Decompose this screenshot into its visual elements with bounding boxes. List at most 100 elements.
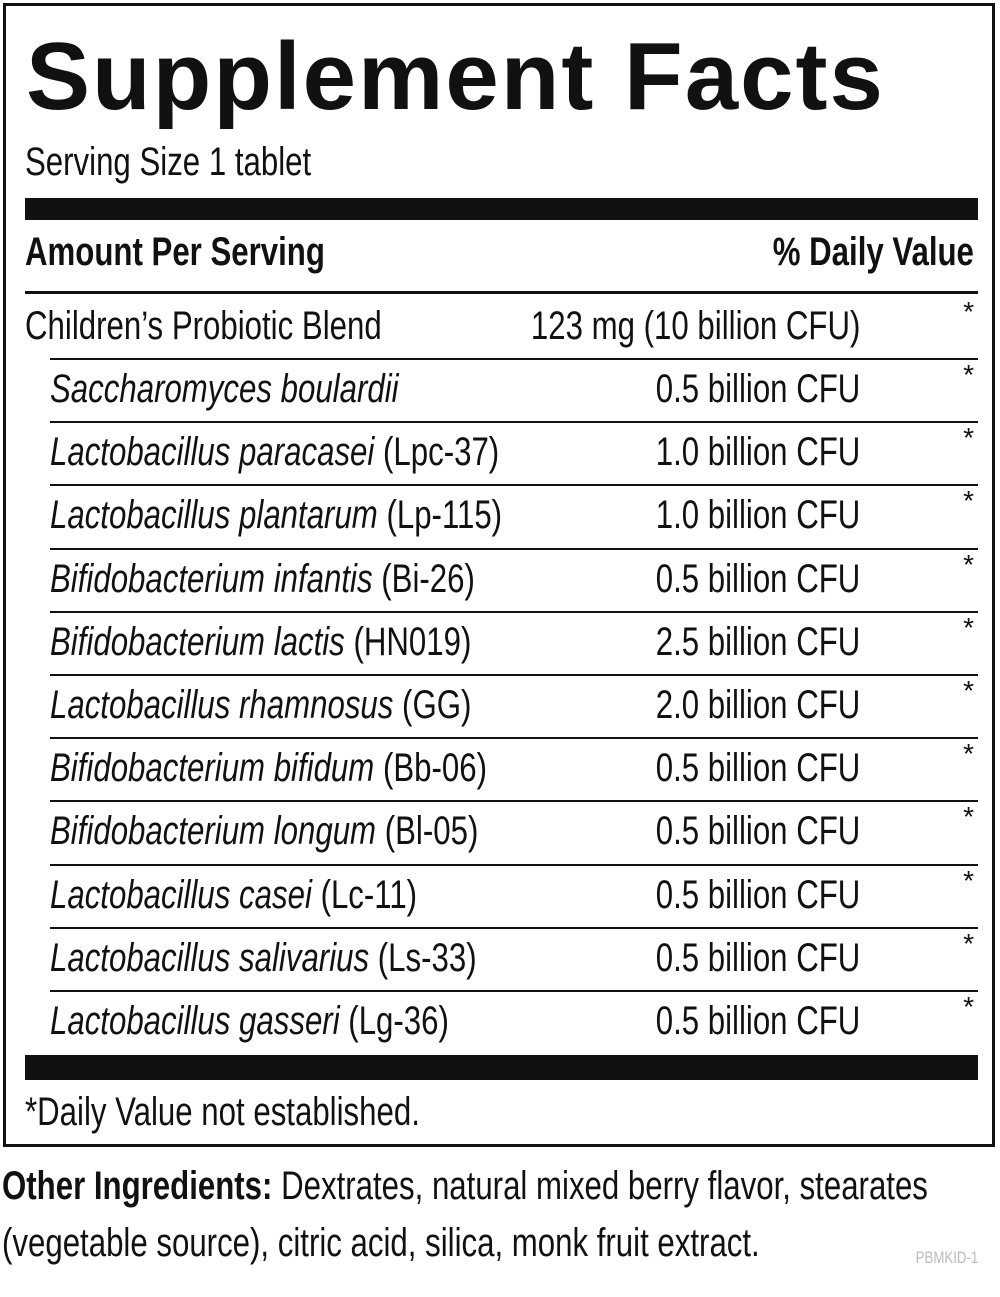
- amount: 2.5 billion CFU: [655, 619, 860, 664]
- row-line: [50, 547, 978, 550]
- daily-value: *: [963, 675, 974, 706]
- daily-value: *: [963, 296, 974, 327]
- row-line: [50, 610, 978, 613]
- daily-value: *: [963, 359, 974, 390]
- name-wrap: Children’s Probiotic Blend: [25, 302, 382, 350]
- header-right: % Daily Value: [772, 230, 974, 274]
- row-line: [50, 484, 978, 487]
- header-left: Amount Per Serving: [25, 230, 325, 274]
- amount-wrap: 0.5 billion CFU: [598, 555, 860, 603]
- strain: (Lpc-37): [383, 430, 500, 475]
- amount: 0.5 billion CFU: [655, 746, 860, 791]
- row-line: [50, 737, 978, 740]
- daily-value: *: [963, 927, 974, 959]
- row-name: Lactobacillus paracasei (Lpc-37): [50, 428, 626, 476]
- amount: 0.5 billion CFU: [655, 556, 860, 601]
- row-name: Bifidobacterium infantis (Bi-26): [50, 555, 595, 603]
- strain: (Lc-11): [320, 872, 418, 917]
- ingredient-name: Bifidobacterium bifidum: [50, 746, 375, 791]
- title: Supplement Facts: [26, 23, 885, 130]
- daily-value: *: [963, 422, 974, 454]
- amount: 1.0 billion CFU: [655, 493, 860, 538]
- daily-value: *: [963, 548, 974, 580]
- name-wrap: Saccharomyces boulardii: [50, 365, 399, 413]
- amount-wrap: 1.0 billion CFU: [598, 491, 860, 539]
- ingredient-name: Bifidobacterium longum: [50, 809, 377, 854]
- amount: 1.0 billion CFU: [655, 430, 860, 475]
- daily-value: *: [963, 801, 974, 833]
- strain: (Bi-26): [381, 556, 475, 601]
- name-wrap: Bifidobacterium longum (Bl-05): [50, 807, 478, 855]
- amount: 0.5 billion CFU: [655, 999, 860, 1043]
- row-name: Children’s Probiotic Blend: [25, 302, 482, 350]
- amount-wrap: 2.5 billion CFU: [598, 618, 860, 666]
- daily-value: *: [963, 485, 974, 517]
- daily-value: *: [963, 991, 974, 1022]
- amount-wrap: 123 mg (10 billion CFU): [438, 302, 860, 350]
- amount-wrap: 2.0 billion CFU: [598, 681, 860, 729]
- other-text: Dextrates, natural mixed berry flavor, s…: [2, 1164, 928, 1265]
- row-line: [50, 358, 978, 360]
- ingredient-name: Children’s Probiotic Blend: [25, 304, 382, 348]
- other-label: Other Ingredients:: [2, 1164, 273, 1208]
- name-wrap: Bifidobacterium lactis (HN019): [50, 618, 471, 666]
- amount-wrap: 0.5 billion CFU: [598, 997, 860, 1045]
- row-line: [50, 421, 978, 424]
- amount: 123 mg (10 billion CFU): [530, 304, 860, 348]
- name-wrap: Lactobacillus casei (Lc-11): [50, 871, 417, 919]
- row-name: Lactobacillus casei (Lc-11): [50, 871, 521, 919]
- amount-wrap: 0.5 billion CFU: [598, 744, 860, 792]
- row-name: Lactobacillus salivarius (Ls-33): [50, 934, 597, 982]
- amount: 2.0 billion CFU: [655, 683, 860, 727]
- other-ingredients: Other Ingredients: Dextrates, natural mi…: [2, 1158, 1000, 1272]
- row-line: [50, 926, 978, 929]
- strain: (HN019): [353, 619, 472, 664]
- amount: 0.5 billion CFU: [655, 935, 860, 980]
- ingredient-name: Lactobacillus salivarius: [50, 935, 370, 980]
- amount: 0.5 billion CFU: [655, 872, 860, 917]
- row-line: [50, 990, 978, 992]
- amount-wrap: 1.0 billion CFU: [598, 428, 860, 476]
- code: PBMKID-1: [915, 1248, 978, 1267]
- footnote: *Daily Value not established.: [25, 1090, 420, 1134]
- strain: (Lg-36): [348, 999, 449, 1043]
- amount-wrap: 0.5 billion CFU: [598, 807, 860, 855]
- strain: (Bl-05): [384, 809, 479, 854]
- row-line: [50, 863, 978, 866]
- name-wrap: Lactobacillus gasseri (Lg-36): [50, 997, 449, 1045]
- amount-wrap: 0.5 billion CFU: [598, 934, 860, 982]
- ingredient-name: Bifidobacterium lactis: [50, 619, 345, 664]
- name-wrap: Bifidobacterium infantis (Bi-26): [50, 555, 475, 603]
- thick-bar: [25, 1055, 978, 1080]
- amount-wrap: 0.5 billion CFU: [598, 365, 860, 413]
- ingredient-name: Lactobacillus rhamnosus: [50, 683, 394, 727]
- ingredient-name: Lactobacillus casei: [50, 872, 312, 917]
- label-border: [3, 3, 995, 1147]
- name-wrap: Lactobacillus plantarum (Lp-115): [50, 491, 502, 539]
- row-name: Lactobacillus rhamnosus (GG): [50, 681, 590, 729]
- strain: (GG): [402, 683, 472, 727]
- thick-bar: [25, 198, 978, 220]
- strain: (Ls-33): [377, 935, 477, 980]
- name-wrap: Lactobacillus rhamnosus (GG): [50, 681, 471, 729]
- name-wrap: Lactobacillus paracasei (Lpc-37): [50, 428, 499, 476]
- row-line: [50, 674, 978, 676]
- row-name: Lactobacillus gasseri (Lg-36): [50, 997, 561, 1045]
- daily-value: *: [963, 611, 974, 643]
- amount: 0.5 billion CFU: [655, 367, 860, 411]
- ingredient-name: Saccharomyces boulardii: [50, 367, 399, 411]
- strain: (Bb-06): [382, 746, 488, 791]
- serving-size: Serving Size 1 tablet: [25, 140, 312, 184]
- row-name: Bifidobacterium bifidum (Bb-06): [50, 744, 610, 792]
- strain: (Lp-115): [386, 493, 503, 538]
- daily-value: *: [963, 738, 974, 770]
- ingredient-name: Lactobacillus plantarum: [50, 493, 378, 538]
- name-wrap: Lactobacillus salivarius (Ls-33): [50, 934, 477, 982]
- daily-value: *: [963, 864, 974, 896]
- amount-wrap: 0.5 billion CFU: [598, 871, 860, 919]
- row-name: Bifidobacterium lactis (HN019): [50, 618, 590, 666]
- ingredient-name: Bifidobacterium infantis: [50, 556, 373, 601]
- row-line: [50, 800, 978, 803]
- divider: [25, 291, 978, 294]
